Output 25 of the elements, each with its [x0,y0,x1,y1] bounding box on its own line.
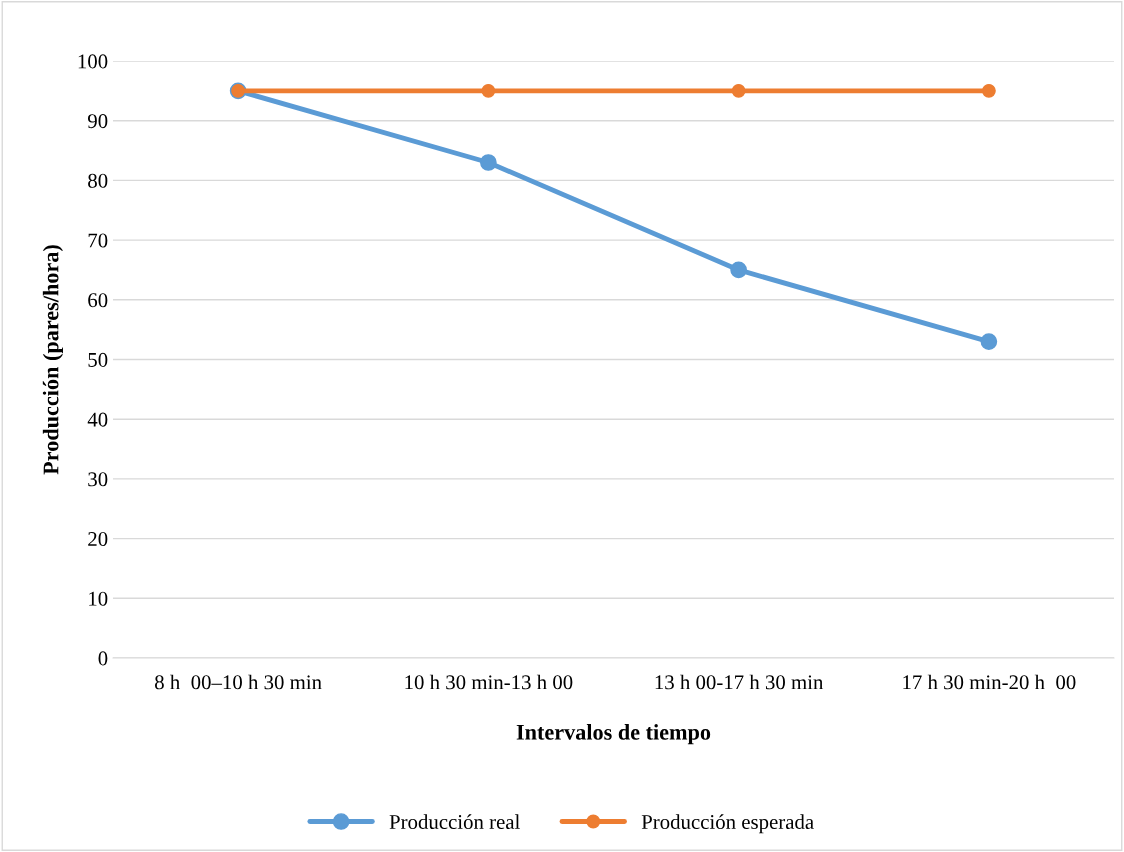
point [480,154,497,171]
y-tick-label: 10 [89,591,108,606]
y-tick-label: 30 [88,472,108,487]
y-tick-label: 40 [87,412,108,427]
y-tick-label: 100 [78,54,108,69]
y-tick-label: 70 [88,233,108,248]
y-tick-label: 80 [88,173,108,188]
y-tick-label: 60 [88,293,108,308]
point [481,83,496,98]
point [730,261,747,279]
x-tick-label: 13 h 00-17 h 30 min [655,674,824,690]
y-axis-title: Producción (pares/hora) [42,245,63,475]
x-tick-label: 8 h 00–10 h 30 min [155,674,322,690]
y-tick-label: 20 [88,531,108,547]
y-tick-label: 50 [88,352,108,367]
legend-label: Producción esperada [641,814,814,834]
point [731,83,746,98]
y-tick-label: 0 [98,651,108,666]
x-axis-title: Intervalos de tiempo [516,724,711,745]
x-tick-label: 17 h 30 min-20 h 00 [903,674,1076,690]
legend-label: Producción real [389,814,520,830]
y-tick-label: 90 [87,114,108,129]
x-tick-label: 10 h 30 min-13 h 00 [405,674,573,690]
point [980,333,998,350]
point [981,83,996,98]
